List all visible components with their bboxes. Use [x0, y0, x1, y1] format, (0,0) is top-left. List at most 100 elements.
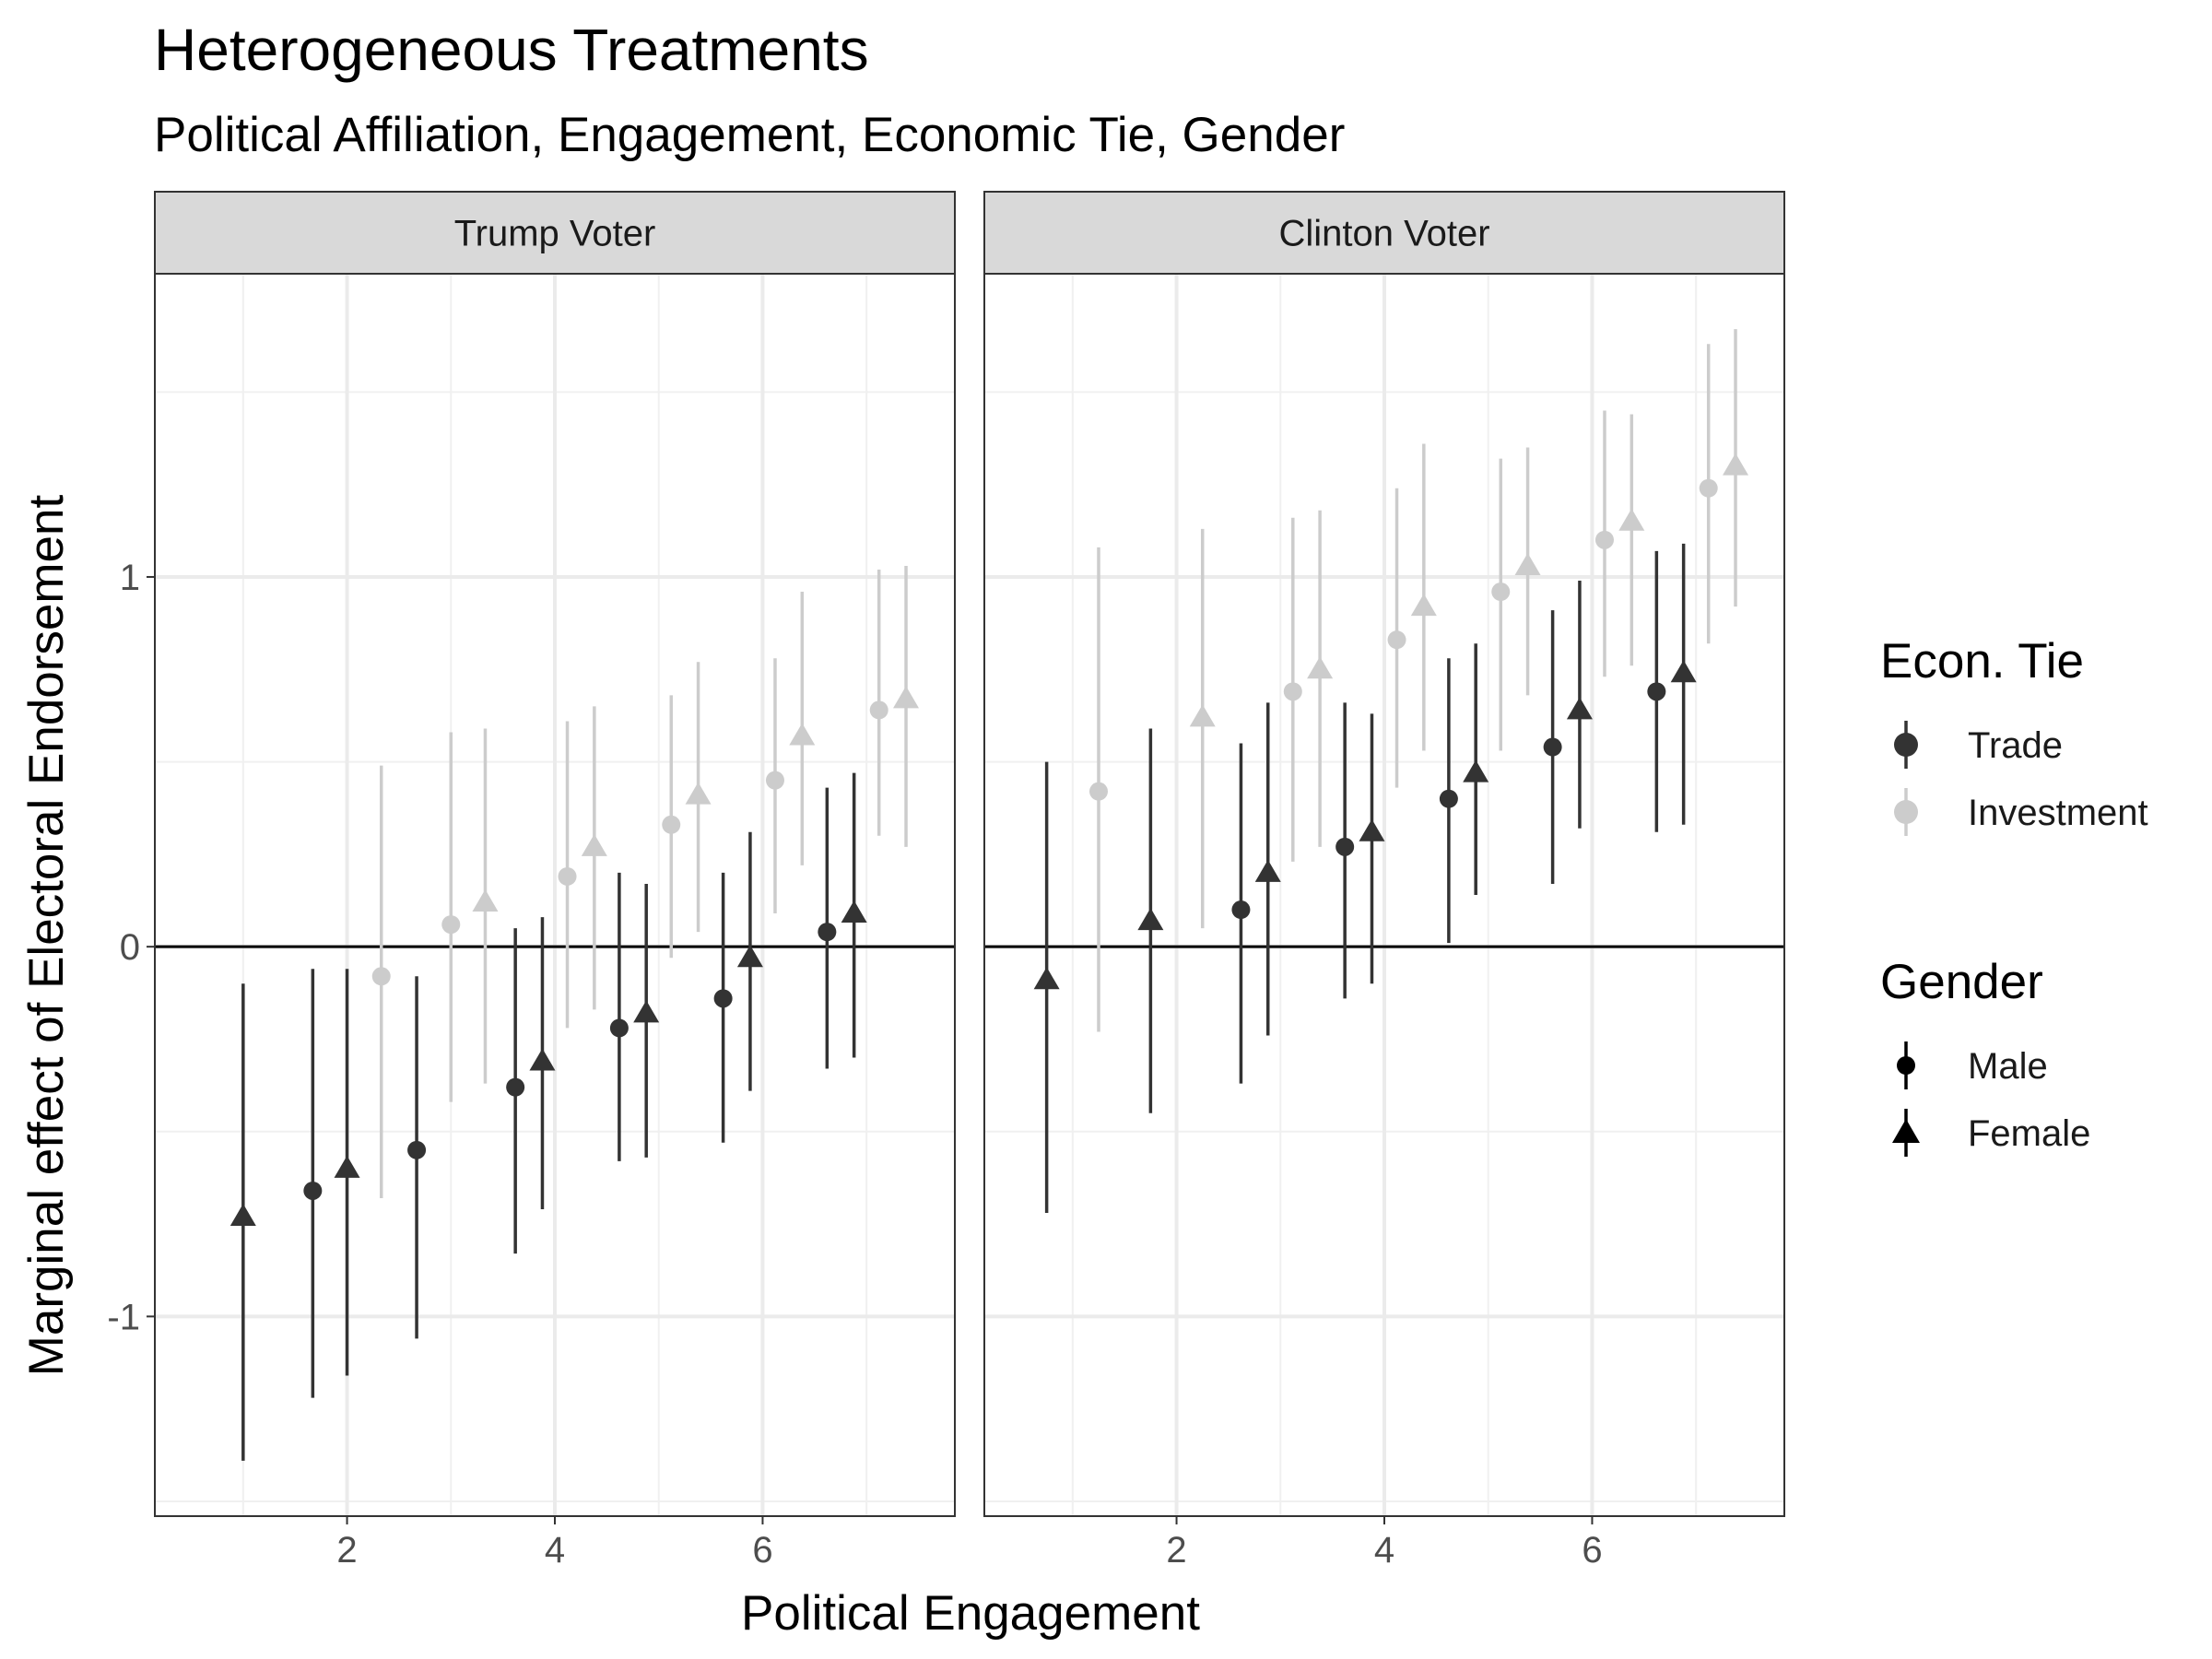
point-marker	[609, 1018, 629, 1038]
y-tick-label: -1	[107, 1297, 140, 1337]
point-marker	[581, 833, 607, 856]
legend-group-0: Econ. Tie Trade Investment	[1880, 634, 2148, 836]
legend-key-female	[1892, 1109, 1920, 1157]
data-point-investment-female	[1514, 447, 1541, 696]
data-point-investment-male	[662, 695, 681, 959]
data-point-trade-female	[633, 883, 660, 1158]
data-point-trade-female	[736, 831, 763, 1091]
data-point-investment-male	[1699, 344, 1718, 644]
x-tick-label: 6	[1582, 1530, 1602, 1571]
point-marker	[1335, 837, 1355, 856]
facet-panel-1: Clinton Voter 2 4 6	[983, 191, 1785, 1571]
point-marker	[506, 1077, 525, 1097]
point-marker	[1137, 908, 1164, 931]
data-point-investment-male	[441, 732, 461, 1102]
data-point-trade-female	[1254, 702, 1281, 1036]
x-tick-label: 4	[1374, 1530, 1394, 1571]
y-tick-label: 1	[120, 558, 140, 598]
legend-group-1: Gender Male Female	[1880, 955, 2090, 1157]
point-marker	[1439, 789, 1458, 808]
point-marker	[1410, 594, 1437, 617]
point-marker	[371, 967, 391, 986]
facet-strip	[154, 191, 956, 275]
facet-strip-label: Clinton Voter	[1278, 214, 1489, 254]
data-point-investment-female	[472, 728, 499, 1084]
data-point-trade-female	[334, 969, 360, 1376]
point-marker	[789, 723, 816, 746]
data-point-trade-male	[506, 928, 525, 1254]
data-point-trade-male	[609, 872, 629, 1161]
point-marker	[1566, 697, 1593, 720]
point-marker	[841, 900, 867, 924]
data-point-investment-male	[558, 721, 577, 1029]
facet-panel-0: Trump Voter 2 4 6 -1 0 1	[107, 191, 956, 1571]
point-marker	[303, 1181, 323, 1200]
point-marker	[1254, 859, 1281, 882]
data-point-trade-male	[1335, 702, 1355, 999]
point-marker	[1699, 478, 1718, 498]
point-marker	[1189, 704, 1216, 727]
data-point-trade-female	[1033, 761, 1060, 1214]
point-marker	[1594, 530, 1614, 549]
legend-key-triangle	[1892, 1119, 1920, 1143]
point-marker	[1283, 682, 1302, 701]
data-point-trade-male	[1439, 658, 1458, 944]
data-point-investment-male	[869, 569, 888, 836]
data-point-trade-female	[1566, 580, 1593, 829]
data-point-trade-male	[1543, 610, 1562, 884]
data-point-investment-male	[1089, 547, 1108, 1032]
facet-panels: Trump Voter 2 4 6 -1 0 1 Clinton Voter 2 4 6	[107, 191, 1785, 1571]
point-marker	[1387, 630, 1406, 650]
legend-key-investment	[1894, 788, 1918, 836]
point-marker	[558, 866, 577, 886]
data-point-trade-female	[1359, 713, 1385, 984]
data-point-trade-male	[303, 969, 323, 1398]
legend-key-male	[1897, 1041, 1915, 1089]
legend-label: Trade	[1968, 725, 2063, 766]
data-point-investment-female	[1723, 329, 1749, 607]
point-marker	[1723, 453, 1749, 476]
point-marker	[1647, 682, 1666, 701]
point-marker	[1618, 508, 1645, 531]
point-marker	[818, 923, 837, 942]
data-point-investment-male	[1283, 517, 1302, 862]
point-marker	[529, 1048, 556, 1071]
point-marker	[1491, 582, 1511, 602]
data-point-trade-male	[1647, 550, 1666, 832]
point-marker	[1463, 759, 1489, 782]
point-marker	[472, 889, 499, 912]
point-marker	[1543, 737, 1562, 757]
legend-key-circle	[1897, 1056, 1915, 1075]
point-marker	[1033, 967, 1060, 990]
data-point-trade-female	[1463, 643, 1489, 895]
point-marker	[229, 1204, 256, 1227]
data-point-trade-female	[1137, 728, 1164, 1113]
legend-title: Gender	[1880, 955, 2043, 1009]
point-marker	[633, 1000, 660, 1023]
legend-key-circle	[1894, 733, 1918, 757]
point-marker	[893, 686, 920, 709]
point-marker	[736, 945, 763, 968]
point-marker	[334, 1155, 360, 1178]
data-point-investment-female	[685, 662, 712, 933]
data-point-investment-male	[1594, 410, 1614, 677]
point-marker	[1514, 552, 1541, 575]
x-tick-label: 2	[1166, 1530, 1186, 1571]
facet-strip-label: Trump Voter	[454, 214, 656, 254]
point-marker	[685, 782, 712, 805]
y-tick-label: 0	[120, 927, 140, 968]
data-point-trade-male	[818, 787, 837, 1069]
point-marker	[407, 1140, 427, 1159]
x-tick-label: 6	[752, 1530, 772, 1571]
chart-subtitle: Political Affiliation, Engagement, Econo…	[154, 108, 1345, 162]
legend-label: Investment	[1968, 793, 2148, 833]
data-point-investment-female	[1307, 510, 1334, 847]
legend-label: Male	[1968, 1046, 2048, 1087]
legend-title: Econ. Tie	[1880, 634, 2084, 688]
data-point-investment-female	[1618, 414, 1645, 666]
point-marker	[1670, 660, 1697, 683]
legend-key-circle	[1894, 800, 1918, 824]
data-point-investment-female	[789, 592, 816, 865]
point-marker	[713, 989, 733, 1008]
